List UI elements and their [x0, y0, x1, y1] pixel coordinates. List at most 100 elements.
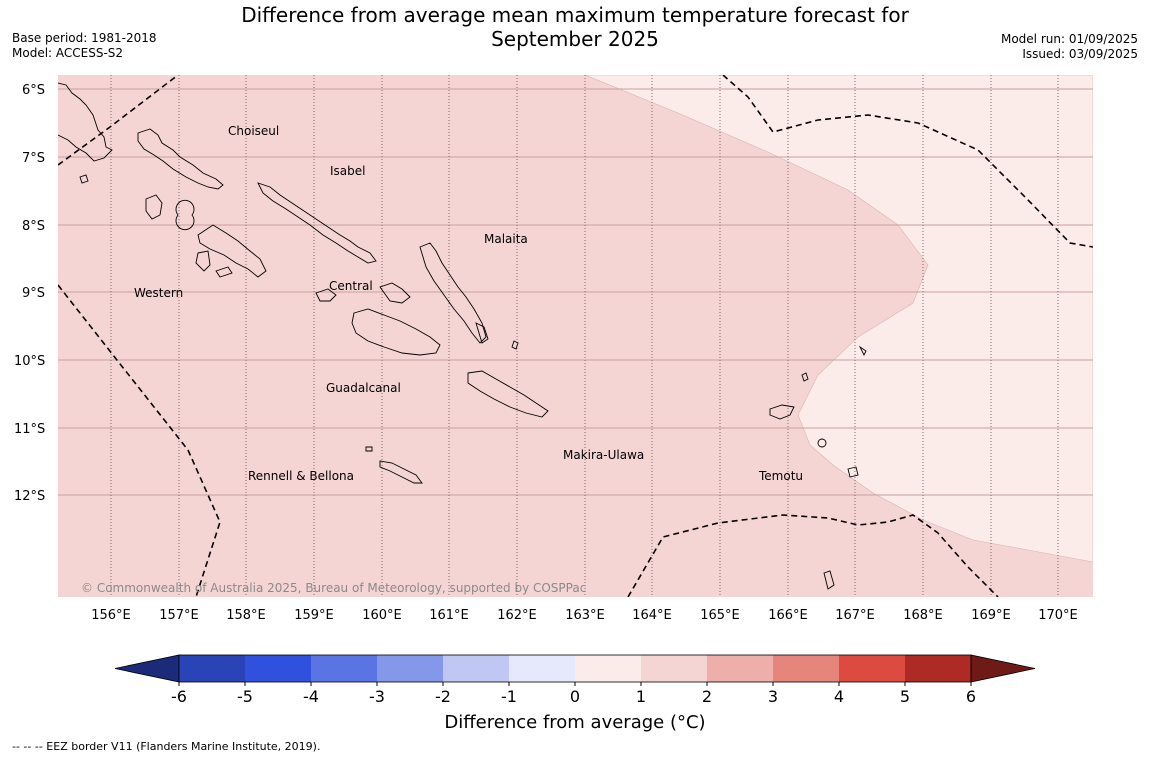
eez-borders [58, 75, 1093, 597]
colorbar-segment [641, 655, 707, 682]
label-malaita: Malaita [484, 232, 528, 246]
island-nendo [769, 404, 795, 420]
colorbar-segment [179, 655, 245, 682]
lon-label-166e: 166°E [768, 608, 808, 623]
colorbar-segment [707, 655, 773, 682]
colorbar: -6 -5 -4 -3 -2 -1 0 1 2 3 4 5 6 Difference from aver… [114, 654, 1036, 733]
island-new-georgia [197, 224, 267, 278]
island-small-malaita [475, 322, 489, 344]
title-line-2: September 2025 [491, 27, 659, 51]
issued-date: Issued: 03/09/2025 [1022, 47, 1138, 61]
lat-label-10s: 10°S [14, 354, 45, 369]
colorbar-segments [114, 654, 1036, 683]
colorbar-tick-label: -3 [369, 687, 385, 706]
label-central: Central [329, 279, 373, 293]
colorbar-tick-label: 1 [636, 687, 646, 706]
latitude-gridlines [58, 88, 1093, 496]
colorbar-segment [311, 655, 377, 682]
lat-label-11s: 11°S [14, 422, 45, 437]
colorbar-segment [575, 655, 641, 682]
island-utupua [817, 438, 827, 448]
label-guadalcanal: Guadalcanal [326, 381, 401, 395]
lon-label-169e: 169°E [971, 608, 1011, 623]
colorbar-tick-label: 3 [768, 687, 778, 706]
colorbar-label: Difference from average (°C) [444, 712, 705, 733]
island-ulawa [511, 340, 519, 350]
lon-label-160e: 160°E [362, 608, 402, 623]
map-canvas: Choiseul Isabel Malaita Western Central … [58, 75, 1093, 597]
island-bougainville [58, 82, 113, 162]
colorbar-tick-label: -4 [303, 687, 319, 706]
colorbar-tick-label: 0 [570, 687, 580, 706]
model-run: Model run: 01/09/2025 [1000, 32, 1138, 46]
label-rennell-bellona: Rennell & Bellona [248, 469, 354, 483]
lon-label-161e: 161°E [429, 608, 469, 623]
label-choiseul: Choiseul [228, 124, 279, 138]
longitude-gridlines [110, 75, 1059, 597]
colorbar-segment [773, 655, 839, 682]
colorbar-tick-label: 6 [966, 687, 976, 706]
island-vella-lavella [145, 194, 163, 220]
model-name: Model: ACCESS-S2 [12, 46, 124, 60]
colorbar-segment [839, 655, 905, 682]
lon-label-158e: 158°E [226, 608, 266, 623]
island-vanikoro [847, 466, 859, 478]
colorbar-tick-label: 4 [834, 687, 844, 706]
anomaly-region-0-to-1 [584, 75, 1093, 563]
lon-label-164e: 164°E [632, 608, 672, 623]
island-rendova [195, 250, 211, 272]
colorbar-segment [245, 655, 311, 682]
lat-label-8s: 8°S [22, 219, 45, 234]
label-temotu: Temotu [758, 469, 803, 483]
eez-legend-footnote: -- -- -- EEZ border V11 (Flanders Marine… [12, 740, 321, 753]
island-shortland [79, 174, 89, 184]
island-malaita [419, 242, 487, 344]
lon-label-163e: 163°E [565, 608, 605, 623]
copyright-notice: © Commonwealth of Australia 2025, Bureau… [81, 581, 586, 595]
island-choiseul [137, 128, 224, 190]
colorbar-ticks: -6 -5 -4 -3 -2 -1 0 1 2 3 4 5 6 [171, 682, 976, 706]
longitude-axis: 156°E 157°E 158°E 159°E 160°E 161°E 162°… [91, 608, 1078, 623]
lon-label-162e: 162°E [497, 608, 537, 623]
colorbar-segment [443, 655, 509, 682]
map-title: Difference from average mean maximum tem… [0, 3, 1150, 51]
forecast-map[interactable]: Choiseul Isabel Malaita Western Central … [58, 75, 1093, 597]
lon-label-168e: 168°E [903, 608, 943, 623]
latitude-axis: 6°S 7°S 8°S 9°S 10°S 11°S 12°S [14, 83, 45, 504]
coastlines [58, 82, 867, 590]
island-reef-islands [801, 372, 809, 382]
label-isabel: Isabel [330, 164, 365, 178]
colorbar-tick-label: 5 [900, 687, 910, 706]
island-tetepare [215, 266, 233, 278]
colorbar-segment [377, 655, 443, 682]
colorbar-tick-label: -5 [237, 687, 253, 706]
lon-label-165e: 165°E [700, 608, 740, 623]
island-kolombangara [175, 199, 195, 231]
lat-label-12s: 12°S [14, 489, 45, 504]
label-makira-ulawa: Makira-Ulawa [563, 448, 644, 462]
colorbar-tick-label: -1 [501, 687, 517, 706]
island-isabel [257, 182, 377, 264]
lat-label-6s: 6°S [22, 83, 45, 98]
lat-label-7s: 7°S [22, 151, 45, 166]
island-duff [858, 345, 867, 357]
title-line-1: Difference from average mean maximum tem… [241, 3, 909, 27]
island-makira [467, 370, 549, 418]
colorbar-tick-label: -6 [171, 687, 187, 706]
island-florida [379, 282, 411, 304]
lat-label-9s: 9°S [22, 286, 45, 301]
base-period: Base period: 1981-2018 [12, 31, 157, 45]
lon-label-167e: 167°E [835, 608, 875, 623]
label-western: Western [134, 286, 183, 300]
lon-label-156e: 156°E [91, 608, 131, 623]
colorbar-extend-low [114, 654, 180, 683]
metadata-right: Model run: 01/09/2025 Issued: 03/09/2025 [1001, 32, 1138, 62]
colorbar-segment [905, 655, 971, 682]
lon-label-157e: 157°E [159, 608, 199, 623]
island-russell [315, 288, 337, 302]
colorbar-tick-label: -2 [435, 687, 451, 706]
metadata-left: Base period: 1981-2018 Model: ACCESS-S2 [12, 31, 157, 61]
colorbar-segment [509, 655, 575, 682]
lon-label-159e: 159°E [294, 608, 334, 623]
island-rennell [379, 460, 423, 484]
